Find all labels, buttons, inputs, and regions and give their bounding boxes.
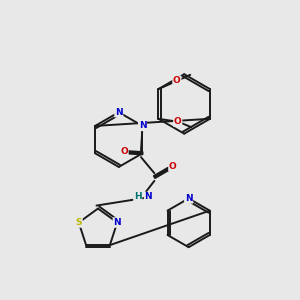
Text: N: N	[139, 122, 146, 130]
Text: O: O	[120, 147, 128, 156]
Text: N: N	[113, 218, 121, 227]
Text: O: O	[169, 161, 177, 170]
Text: N: N	[145, 193, 152, 202]
Text: S: S	[76, 218, 82, 227]
Text: O: O	[174, 117, 182, 126]
Text: N: N	[115, 108, 123, 117]
Text: N: N	[185, 194, 193, 203]
Text: H: H	[134, 193, 142, 202]
Text: O: O	[173, 76, 181, 85]
